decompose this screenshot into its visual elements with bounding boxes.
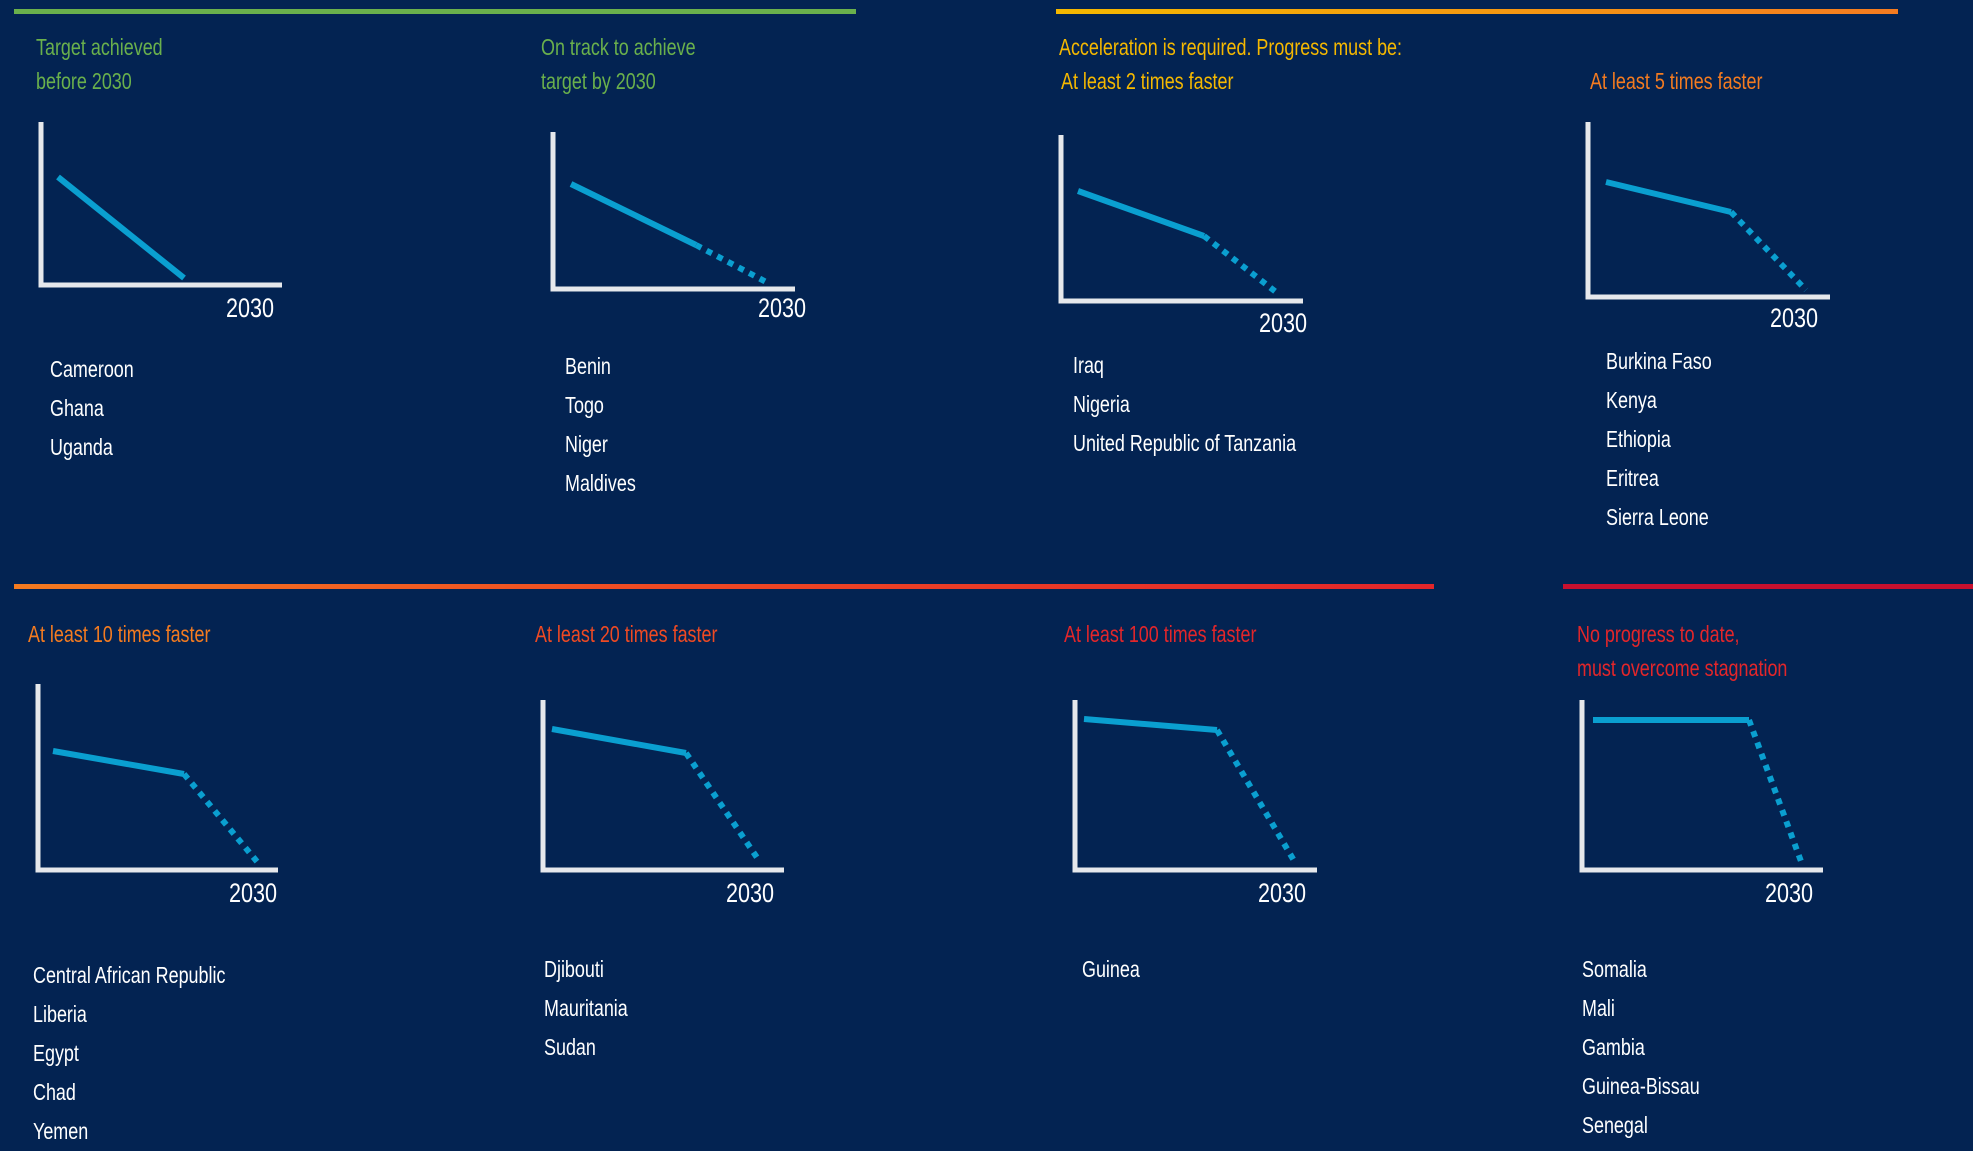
chart-5x [1585,122,1830,300]
country-list-5x: Burkina Faso Kenya Ethiopia Eritrea Sier… [1606,342,1742,537]
country-item: Burkina Faso [1606,348,1712,374]
group-label-achieved: Target achieved before 2030 [36,30,163,98]
chart-20x-trend-dotted [683,751,763,864]
chart-100x-trend-solid [1083,716,1218,733]
chart-10x [35,684,278,873]
chart-achieved-axes [38,122,282,288]
country-list-no-progress: Somalia Mali Gambia Guinea-Bissau Senega… [1582,950,1733,1145]
chart-2x-trend-dotted [1202,233,1278,295]
chart-100x-axes [1072,700,1317,873]
country-item: Central African Republic [33,962,226,988]
group-label-no-progress: No progress to date, must overcome stagn… [1577,617,1787,685]
group-label-on-track-line1: On track to achieve [541,34,696,60]
country-item: Somalia [1582,956,1647,982]
chart-100x [1072,700,1317,873]
country-item: Eritrea [1606,465,1659,491]
rule-no-progress [1563,584,1973,589]
group-label-on-track-line2: target by 2030 [541,68,656,94]
axis-label-2030-100x: 2030 [1258,878,1307,908]
axis-label-2030-no-progress: 2030 [1765,878,1814,908]
country-item: Liberia [33,1001,87,1027]
group-label-achieved-line1: Target achieved [36,34,163,60]
country-item: Niger [565,431,608,457]
country-item: Ethiopia [1606,426,1671,452]
chart-10x-axes [35,684,278,873]
group-label-no-progress-line2: must overcome stagnation [1577,655,1788,681]
rule-acceleration-top [1056,9,1898,14]
panel-heading-100x: At least 100 times faster [1064,621,1257,647]
country-item: Maldives [565,470,636,496]
country-item: Benin [565,353,611,379]
chart-5x-axes [1585,122,1830,300]
axis-label-2030-20x: 2030 [726,878,775,908]
axis-label-2030-10x: 2030 [229,878,278,908]
country-item: Iraq [1073,352,1104,378]
country-item: Ghana [50,395,104,421]
country-item: Sierra Leone [1606,504,1709,530]
chart-20x [540,700,784,873]
chart-achieved [38,122,282,288]
country-item: Nigeria [1073,391,1130,417]
rule-achieved-on-track [14,9,856,14]
panel-heading-20x: At least 20 times faster [535,621,718,647]
panel-heading-2x: At least 2 times faster [1061,68,1234,94]
axis-label-2030-on-track: 2030 [758,293,807,323]
country-item: Gambia [1582,1034,1645,1060]
chart-20x-trend-solid [551,726,687,756]
chart-2x-trend-solid [1076,188,1206,239]
chart-on-track-trend-solid [569,181,698,248]
country-item: Guinea-Bissau [1582,1073,1700,1099]
chart-on-track-trend-dotted [694,242,772,287]
country-item: Mauritania [544,995,628,1021]
country-list-2x: Iraq Nigeria United Republic of Tanzania [1073,346,1359,463]
chart-2x [1058,135,1303,304]
country-list-10x: Central African Republic Liberia Egypt C… [33,956,280,1151]
country-item: United Republic of Tanzania [1073,430,1297,456]
panel-heading-10x: At least 10 times faster [28,621,211,647]
chart-5x-trend-solid [1605,179,1732,215]
chart-achieved-trend-solid [56,174,186,281]
chart-10x-trend-solid [52,748,185,777]
axis-label-2030-2x: 2030 [1259,308,1308,338]
rule-acceleration-bottom [14,584,1434,589]
chart-no-progress [1579,700,1823,873]
chart-on-track-axes [550,132,795,292]
chart-2x-axes [1058,135,1303,304]
country-item: Kenya [1606,387,1657,413]
chart-no-progress-trend-dotted [1746,718,1805,866]
country-item: Djibouti [544,956,604,982]
country-item: Guinea [1082,956,1140,982]
country-item: Mali [1582,995,1615,1021]
country-item: Senegal [1582,1112,1648,1138]
panel-heading-5x: At least 5 times faster [1590,68,1763,94]
country-item: Yemen [33,1118,89,1144]
country-item: Chad [33,1079,76,1105]
country-item: Cameroon [50,356,134,382]
country-list-on-track: Benin Togo Niger Maldives [565,347,656,503]
axis-label-2030-achieved: 2030 [226,293,275,323]
country-item: Egypt [33,1040,79,1066]
country-item: Sudan [544,1034,596,1060]
group-label-no-progress-line1: No progress to date, [1577,621,1740,647]
chart-no-progress-axes [1579,700,1823,873]
country-list-100x: Guinea [1082,950,1156,989]
group-label-on-track: On track to achieve target by 2030 [541,30,696,98]
country-item: Togo [565,392,604,418]
country-item: Uganda [50,434,113,460]
chart-on-track [550,132,795,292]
country-list-20x: Djibouti Mauritania Sudan [544,950,651,1067]
axis-label-2030-5x: 2030 [1770,303,1819,333]
country-list-achieved: Cameroon Ghana Uganda [50,350,157,467]
chart-20x-axes [540,700,784,873]
group-label-acceleration: Acceleration is required. Progress must … [1059,34,1403,60]
chart-10x-trend-dotted [181,772,262,866]
group-label-achieved-line2: before 2030 [36,68,132,94]
chart-100x-trend-dotted [1214,728,1299,866]
